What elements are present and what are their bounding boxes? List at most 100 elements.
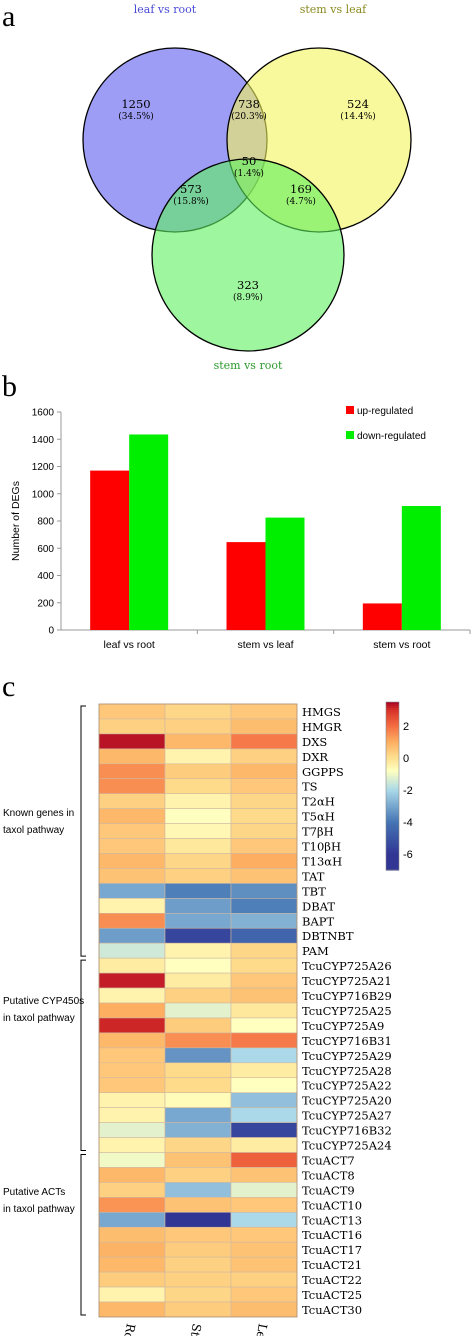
heatmap-row-label: TcuACT7 [302,1153,355,1167]
heatmap-cell [230,1062,298,1079]
heatmap-cell [98,1047,166,1064]
heatmap-cell [98,972,166,989]
heatmap-cell [98,1137,166,1153]
heatmap-cell [164,1286,232,1303]
colorbar-step [386,708,399,711]
colorbar-step [386,832,399,835]
colorbar-tick-label: 0 [403,753,409,765]
bar-chart: 0 200 400 600 800 1000 1200 1400 1600 leaf vs roo… [10,406,471,651]
heatmap-cell [230,1092,298,1108]
heatmap-cell [164,1122,232,1138]
heatmap-cell [230,927,298,944]
heatmap-cell [230,763,298,780]
heatmap-cell [164,838,232,854]
heatmap-row-label: T7βH [302,825,334,839]
colorbar-step [386,732,399,735]
colorbar-step [386,794,399,797]
heatmap-cell [98,748,166,765]
colorbar-step [386,776,399,779]
colorbar-step [386,766,399,769]
y-tick-label: 1200 [32,462,55,473]
heatmap-cell [164,972,232,989]
heatmap-cell [98,838,166,854]
heatmap-cell [230,912,298,929]
heatmap-cell [164,1152,232,1168]
heatmap-cell [98,1226,166,1243]
colorbar-step [386,826,399,829]
heatmap-cell [98,883,166,899]
y-tick-label: 1600 [32,408,55,419]
heatmap-cell [230,748,298,765]
colorbar-step [386,802,399,805]
venn-region-percent: (1.4%) [234,168,264,179]
heatmap-cell [230,1301,298,1318]
venn-region-percent: (20.3%) [231,111,267,122]
heatmap-cell [98,1301,166,1318]
heatmap-cell [164,883,232,899]
colorbar-step [386,716,399,719]
heatmap-row-label: TcuACT8 [302,1168,355,1182]
heatmap-row-label: T10βH [302,840,341,854]
colorbar-step [386,784,399,787]
colorbar-step [386,790,399,793]
heatmap-cell [98,1002,166,1019]
heatmap-row-label: DXR [302,750,328,764]
colorbar-step [386,848,399,851]
heatmap-cell [230,1212,298,1228]
heatmap-cell [98,703,166,720]
heatmap-row-label: TcuACT17 [302,1243,362,1257]
group-label: Known genes in [3,808,74,819]
colorbar-step [386,758,399,761]
colorbar-step [386,730,399,733]
y-tick-label: 800 [37,517,54,528]
heatmap-cell [164,823,232,839]
group-bracket [80,705,86,957]
group-bracket [80,1154,86,1316]
venn-circle [151,158,345,352]
venn-set-label: leaf vs root [134,3,197,16]
colorbar-step [386,816,399,819]
colorbar-step [386,860,399,863]
colorbar-tick-label: -4 [403,817,413,829]
heatmap-cell [230,703,298,720]
heatmap-cell [98,1152,166,1168]
colorbar-step [386,818,399,821]
x-category-label: leaf vs root [103,639,154,651]
venn-region-count: 573 [180,182,202,196]
heatmap-row-label: TcuCYP716B31 [302,1034,392,1048]
heatmap-cell [164,987,232,1004]
colorbar-step [386,812,399,815]
heatmap-row-label: TcuCYP716B29 [302,989,392,1003]
heatmap-cell [164,1092,232,1108]
heatmap-cell [164,868,232,884]
heatmap-row-label: TcuACT16 [302,1228,362,1242]
colorbar-step [386,706,399,709]
heatmap-cell [164,853,232,869]
heatmap-cell [164,703,232,720]
colorbar-step [386,720,399,723]
colorbar-step [386,862,399,865]
colorbar-step [386,778,399,781]
heatmap-cell [230,1107,298,1123]
heatmap-cell [230,853,298,869]
bar-up-regulated [90,470,130,630]
heatmap-cell [164,793,232,809]
heatmap-row-label: TcuCYP725A9 [302,1019,384,1033]
heatmap-row-label: TcuACT21 [302,1258,362,1272]
colorbar-step [386,772,399,775]
colorbar-step [386,740,399,743]
heatmap-cell [98,1017,166,1034]
heatmap-cell [230,1241,298,1258]
heatmap-cell [98,1271,166,1288]
heatmap-cell [98,1286,166,1303]
venn-region-count: 738 [238,97,260,111]
colorbar-step [386,824,399,827]
heatmap-row-label: TcuACT25 [302,1288,362,1302]
colorbar-step [386,760,399,763]
colorbar-step [386,820,399,823]
heatmap-cell [230,823,298,839]
heatmap-cell [98,793,166,809]
heatmap-cell [164,778,232,794]
heatmap-cell [98,927,166,944]
